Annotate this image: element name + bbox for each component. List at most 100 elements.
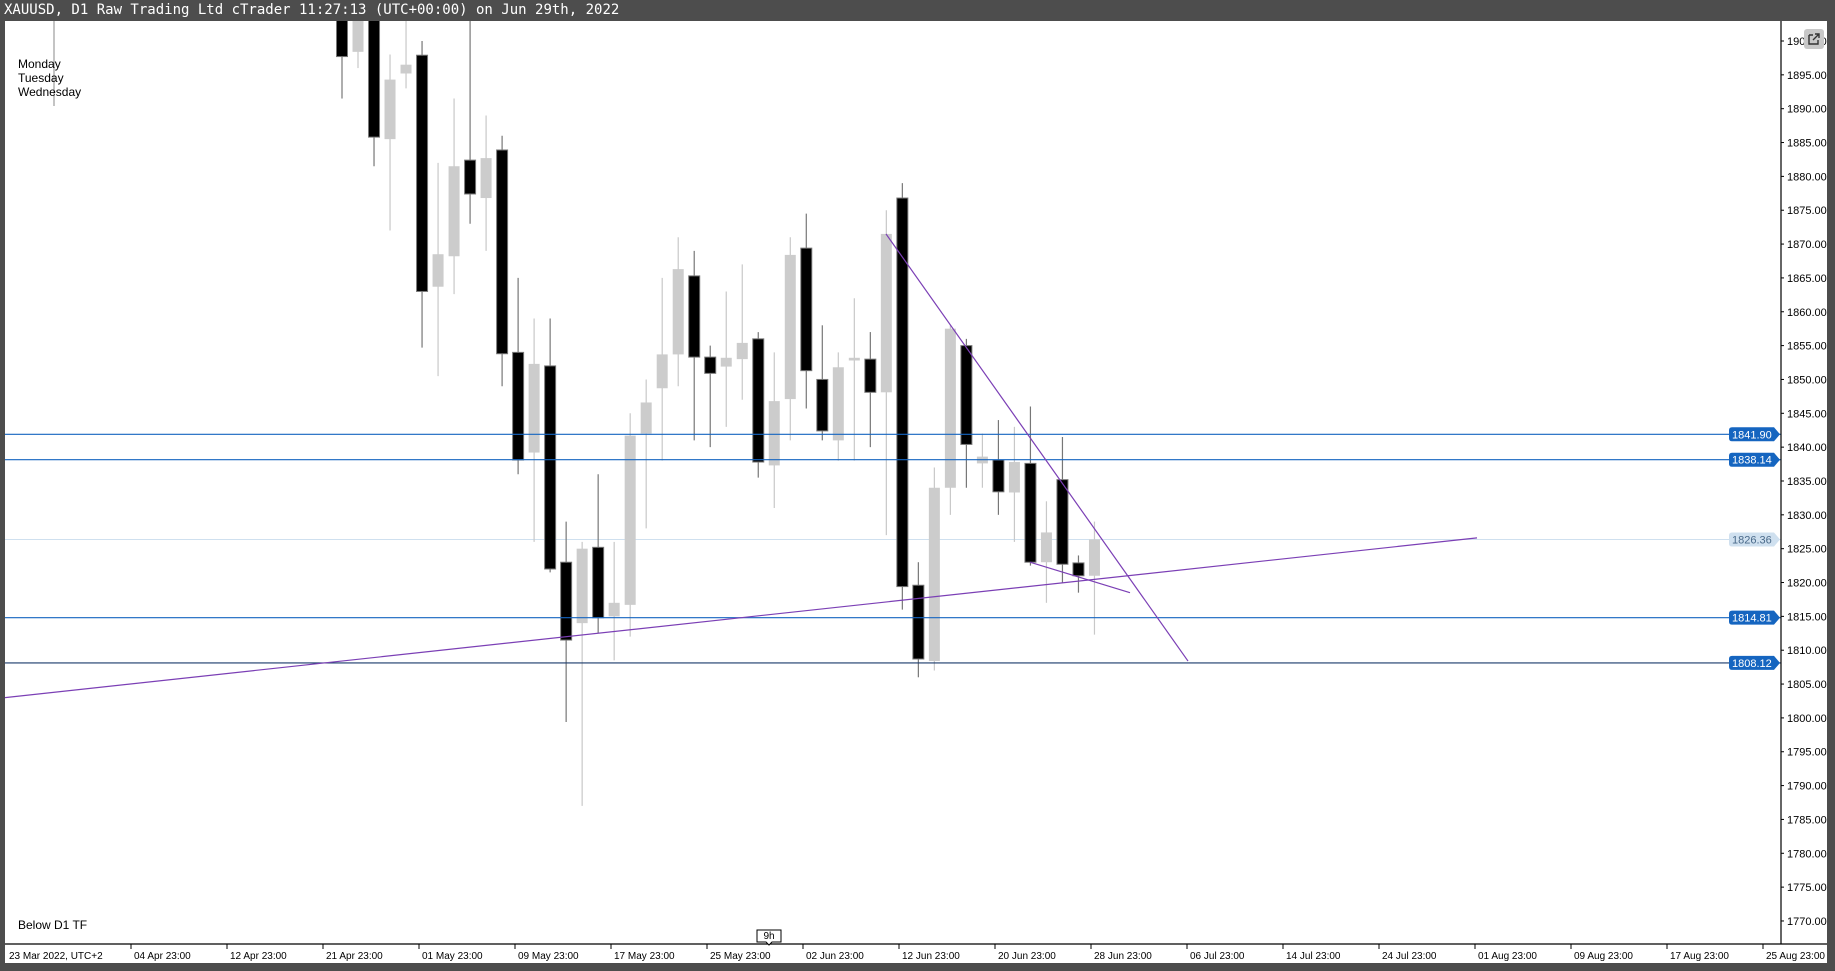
level-price-label: 1838.14 [1732, 455, 1772, 467]
time-tick-label: 04 Apr 23:00 [134, 951, 191, 962]
price-tick-label: 1775.00 [1787, 882, 1827, 894]
time-tick-label: 28 Jun 23:00 [1094, 951, 1152, 962]
bullish-candle [1088, 539, 1100, 576]
level-price-label-bg [1729, 610, 1780, 625]
bullish-candle [528, 363, 540, 453]
time-tick-label: 21 Apr 23:00 [326, 951, 383, 962]
bearish-candle [560, 561, 573, 641]
price-tick-label: 1870.00 [1787, 239, 1827, 251]
current-price-label-bg [1729, 532, 1780, 547]
level-price-label-bg [1729, 452, 1780, 467]
bearish-candle [368, 21, 381, 138]
bullish-candle [1040, 532, 1052, 563]
bullish-candle [480, 158, 492, 199]
bearish-candle [816, 378, 829, 432]
bearish-candle [960, 345, 973, 445]
bearish-candle [992, 459, 1005, 493]
bullish-candle [624, 435, 636, 605]
level-price-label-bg [1729, 655, 1780, 670]
bullish-candle [784, 254, 796, 400]
time-tick-label: 01 Aug 23:00 [1478, 951, 1537, 962]
price-tick-label: 1830.00 [1787, 510, 1827, 522]
price-tick-label: 1785.00 [1787, 814, 1827, 826]
bullish-candle [1008, 462, 1020, 493]
time-marker-label: 9h [763, 931, 774, 942]
bearish-candle [512, 351, 525, 461]
bearish-candle [864, 358, 877, 393]
bearish-candle [800, 247, 813, 372]
time-tick-label: 25 Aug 23:00 [1766, 951, 1825, 962]
time-marker-box [756, 929, 782, 946]
price-tick-label: 1800.00 [1787, 713, 1827, 725]
bullish-candle [656, 354, 668, 389]
bearish-candle [544, 365, 557, 570]
bearish-candle [1024, 462, 1037, 563]
time-tick-label: 09 May 23:00 [518, 951, 579, 962]
price-tick-label: 1815.00 [1787, 611, 1827, 623]
trendline [5, 537, 1478, 699]
day-label-wednesday: Wednesday [18, 85, 82, 99]
bearish-candle [896, 197, 909, 588]
time-tick-label: 17 May 23:00 [614, 951, 675, 962]
day-label-tuesday: Tuesday [18, 71, 64, 85]
trendline [885, 233, 1189, 662]
bullish-candle [880, 233, 892, 393]
price-tick-label: 1770.00 [1787, 916, 1827, 928]
level-price-label: 1841.90 [1732, 429, 1772, 441]
bullish-candle [848, 357, 860, 361]
price-tick-label: 1835.00 [1787, 476, 1827, 488]
time-tick-label: 20 Jun 23:00 [998, 951, 1056, 962]
bearish-candle [704, 356, 717, 374]
price-tick-label: 1875.00 [1787, 205, 1827, 217]
bearish-candle [416, 54, 429, 292]
price-tick-label: 1885.00 [1787, 138, 1827, 150]
price-tick-label: 1850.00 [1787, 374, 1827, 386]
bearish-candle [496, 149, 509, 355]
time-tick-label: 06 Jul 23:00 [1190, 951, 1245, 962]
time-tick-label: 01 May 23:00 [422, 951, 483, 962]
time-tick-label: 12 Jun 23:00 [902, 951, 960, 962]
price-tick-label: 1810.00 [1787, 645, 1827, 657]
price-tick-label: 1855.00 [1787, 341, 1827, 353]
bottom-note: Below D1 TF [18, 918, 88, 932]
price-tick-label: 1840.00 [1787, 442, 1827, 454]
level-price-label: 1814.81 [1732, 613, 1772, 625]
window-title: XAUUSD, D1 Raw Trading Ltd cTrader 11:27… [4, 2, 620, 18]
price-tick-label: 1895.00 [1787, 70, 1827, 82]
price-tick-label: 1865.00 [1787, 273, 1827, 285]
bullish-candle [832, 367, 844, 441]
chart-area[interactable] [5, 21, 1827, 963]
bullish-candle [928, 487, 940, 662]
time-tick-label: 09 Aug 23:00 [1574, 951, 1633, 962]
time-tick-label: 24 Jul 23:00 [1382, 951, 1437, 962]
price-tick-label: 1880.00 [1787, 171, 1827, 183]
bullish-candle [576, 548, 588, 624]
bullish-candle [640, 402, 652, 434]
current-price-label: 1826.36 [1732, 534, 1772, 546]
bearish-candle [688, 275, 701, 358]
price-tick-label: 1795.00 [1787, 747, 1827, 759]
plot-layer [5, 21, 1781, 806]
bullish-candle [944, 328, 956, 488]
bullish-candle [608, 602, 620, 617]
level-price-label: 1808.12 [1732, 658, 1772, 670]
bullish-candle [448, 166, 460, 257]
bullish-candle [432, 254, 444, 287]
bearish-candle [464, 159, 477, 195]
day-label-monday: Monday [18, 57, 61, 71]
price-tick-label: 1860.00 [1787, 307, 1827, 319]
bearish-candle [1056, 479, 1069, 565]
bearish-candle [336, 21, 348, 58]
bullish-candle [352, 21, 364, 52]
bullish-candle [768, 401, 780, 466]
bullish-candle [720, 357, 732, 367]
price-tick-label: 1890.00 [1787, 104, 1827, 116]
time-tick-label: 02 Jun 23:00 [806, 951, 864, 962]
price-tick-label: 1825.00 [1787, 544, 1827, 556]
popout-button[interactable] [1804, 29, 1824, 49]
price-tick-label: 1820.00 [1787, 578, 1827, 590]
bearish-candle [592, 546, 605, 619]
bearish-candle [1072, 562, 1085, 577]
bullish-candle [672, 269, 684, 355]
